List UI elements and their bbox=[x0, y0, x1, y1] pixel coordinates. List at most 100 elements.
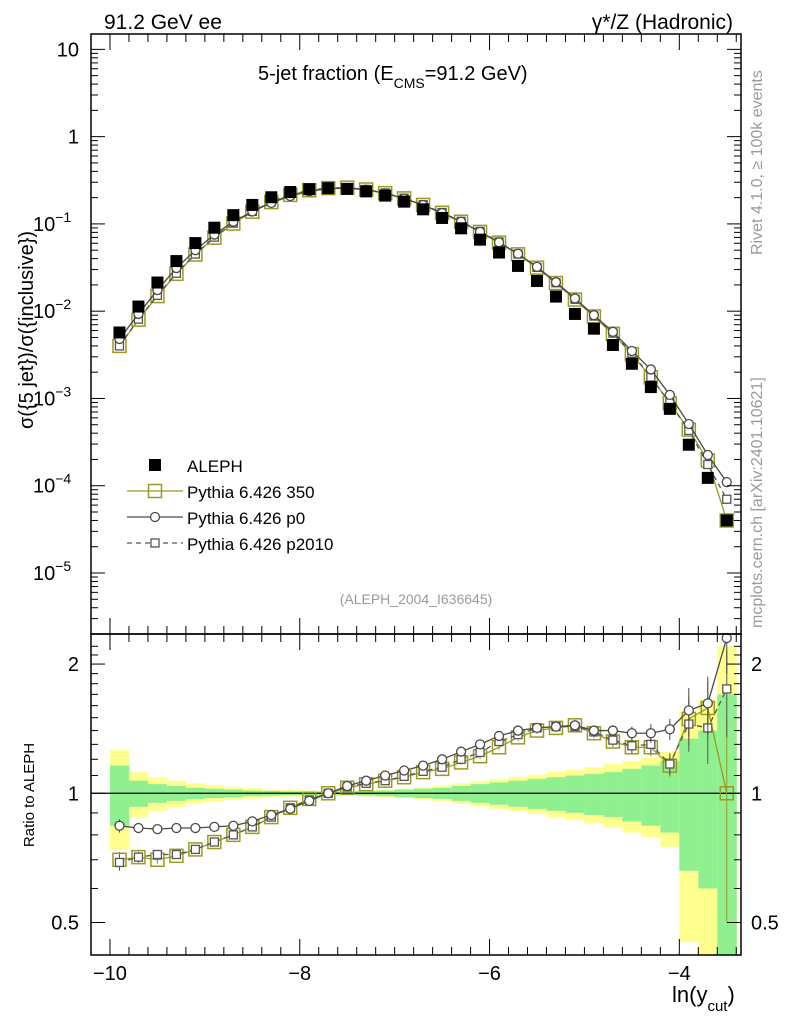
ratio-point bbox=[266, 809, 277, 821]
ratio-point bbox=[152, 823, 163, 835]
data-point bbox=[512, 259, 525, 272]
ratio-point bbox=[436, 754, 448, 765]
svg-text:Pythia 6.426 p2010: Pythia 6.426 p2010 bbox=[187, 535, 334, 554]
xlabel: ln(ycut) bbox=[672, 982, 735, 1015]
y-tick-label: 10 bbox=[57, 39, 79, 61]
y-tick-label: 1 bbox=[68, 127, 79, 149]
ratio-point bbox=[188, 842, 203, 857]
data-point bbox=[265, 191, 278, 204]
data-point bbox=[530, 274, 543, 287]
mc-point bbox=[719, 513, 735, 528]
data-point bbox=[568, 307, 581, 320]
data-point bbox=[493, 246, 506, 259]
mc-point bbox=[722, 494, 732, 504]
x-tick-label: −6 bbox=[478, 963, 501, 985]
ratio-point bbox=[323, 788, 334, 799]
mc-point bbox=[531, 261, 543, 273]
ratio-y-tick-label-right: 2 bbox=[751, 654, 762, 676]
data-point bbox=[417, 203, 430, 216]
stat-uncertainty-band bbox=[546, 777, 566, 811]
mc-point bbox=[493, 237, 505, 248]
stat-uncertainty-band bbox=[660, 760, 680, 833]
mc-point bbox=[588, 310, 600, 321]
legend-item-pythia-350: Pythia 6.426 350 bbox=[127, 483, 315, 502]
ratio-point bbox=[171, 849, 182, 860]
legend-marker bbox=[149, 511, 161, 523]
ratio-point bbox=[209, 821, 220, 833]
source-note: mcplots.cern.ch [arXiv:2401.10621] bbox=[749, 377, 766, 628]
data-point bbox=[227, 209, 240, 222]
data-point bbox=[625, 357, 638, 370]
ratio-point bbox=[171, 822, 182, 834]
stat-uncertainty-band bbox=[641, 765, 661, 826]
ratio-y-tick-label: 0.5 bbox=[51, 912, 79, 934]
y-tick-label: 10−2 bbox=[33, 296, 71, 323]
mc-point bbox=[703, 459, 713, 470]
ratio-point bbox=[417, 760, 429, 771]
ratio-point bbox=[588, 725, 600, 736]
x-tick-label: −10 bbox=[93, 963, 127, 985]
ratio-point bbox=[665, 759, 675, 769]
ratio-point bbox=[228, 820, 239, 831]
ratio-ylabel: Ratio to ALEPH bbox=[21, 743, 38, 847]
ratio-point bbox=[207, 834, 222, 850]
data-point bbox=[455, 222, 468, 235]
ratio-point bbox=[152, 849, 163, 860]
mc-point bbox=[569, 293, 581, 304]
ratio-point bbox=[342, 780, 353, 792]
mc-point bbox=[548, 275, 564, 291]
ratio-point bbox=[683, 705, 694, 716]
ratio-y-tick-label-right: 1 bbox=[751, 783, 762, 805]
ratio-point bbox=[721, 632, 732, 644]
ratio-point bbox=[361, 775, 372, 786]
main-ylabel: σ({5 jet})/σ({inclusive}) bbox=[16, 231, 38, 429]
mc-point bbox=[607, 326, 619, 337]
stat-uncertainty-band bbox=[679, 738, 699, 871]
ratio-point bbox=[320, 786, 336, 801]
data-point bbox=[360, 185, 373, 198]
data-point bbox=[682, 438, 695, 451]
mc-point bbox=[626, 345, 638, 357]
data-point bbox=[303, 183, 316, 196]
ratio-point bbox=[569, 720, 581, 731]
ratio-point bbox=[283, 800, 298, 816]
data-point bbox=[322, 182, 335, 195]
legend-marker bbox=[149, 459, 161, 471]
ratio-point bbox=[550, 721, 562, 732]
stat-uncertainty-band bbox=[622, 768, 642, 822]
y-tick-label: 10−4 bbox=[33, 471, 71, 498]
ratio-point bbox=[645, 728, 657, 739]
svg-text:Pythia 6.426 p0: Pythia 6.426 p0 bbox=[187, 509, 305, 528]
data-point bbox=[379, 189, 392, 202]
y-tick-label: 10−3 bbox=[33, 383, 71, 410]
data-point bbox=[663, 402, 676, 415]
header-right: γ*/Z (Hadronic) bbox=[592, 11, 733, 34]
data-point bbox=[644, 381, 657, 394]
ratio-point bbox=[209, 837, 220, 847]
mc-point bbox=[645, 364, 657, 375]
data-point bbox=[720, 514, 733, 527]
legend-item-pythia-p0: Pythia 6.426 p0 bbox=[127, 509, 305, 528]
mc-point bbox=[702, 449, 713, 461]
data-point bbox=[151, 276, 164, 289]
mc-point bbox=[512, 248, 524, 259]
stat-uncertainty-band bbox=[603, 772, 623, 818]
data-point bbox=[170, 255, 183, 268]
ratio-y-tick-label-right: 0.5 bbox=[751, 912, 779, 934]
ratio-point bbox=[702, 698, 713, 709]
svg-text:ALEPH: ALEPH bbox=[187, 457, 243, 476]
mc-point bbox=[664, 389, 675, 400]
chart-title: 5-jet fraction (ECMS=91.2 GeV) bbox=[258, 63, 528, 91]
ratio-point bbox=[228, 830, 238, 840]
data-point bbox=[341, 182, 354, 195]
ratio-point bbox=[169, 848, 184, 864]
ratio-frame bbox=[90, 633, 742, 956]
ratio-point bbox=[474, 739, 486, 750]
mc-point bbox=[721, 476, 732, 488]
stat-uncertainty-band bbox=[565, 775, 585, 813]
data-point bbox=[132, 300, 145, 313]
main-panel bbox=[112, 180, 735, 528]
ratio-point bbox=[304, 795, 315, 807]
ratio-point bbox=[493, 730, 505, 742]
ratio-point bbox=[398, 765, 410, 776]
